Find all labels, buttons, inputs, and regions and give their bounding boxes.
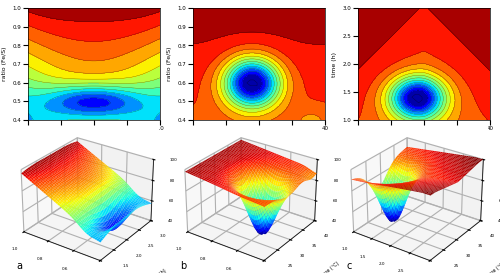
Y-axis label: Temperature (°C): Temperature (°C) bbox=[304, 261, 341, 273]
Y-axis label: ratio (Fe/S): ratio (Fe/S) bbox=[2, 47, 7, 81]
X-axis label: Temperature (°C): Temperature (°C) bbox=[232, 137, 286, 142]
Text: a: a bbox=[17, 261, 23, 271]
X-axis label: Temperature (°C): Temperature (°C) bbox=[396, 137, 451, 142]
Y-axis label: Temperature (°C): Temperature (°C) bbox=[470, 261, 500, 273]
Text: b: b bbox=[180, 261, 187, 271]
Y-axis label: time (h): time (h) bbox=[149, 268, 168, 273]
Text: c: c bbox=[346, 261, 352, 271]
Y-axis label: time (h): time (h) bbox=[332, 52, 337, 77]
Y-axis label: ratio (Fe/S): ratio (Fe/S) bbox=[167, 47, 172, 81]
X-axis label: time (h): time (h) bbox=[81, 137, 106, 142]
